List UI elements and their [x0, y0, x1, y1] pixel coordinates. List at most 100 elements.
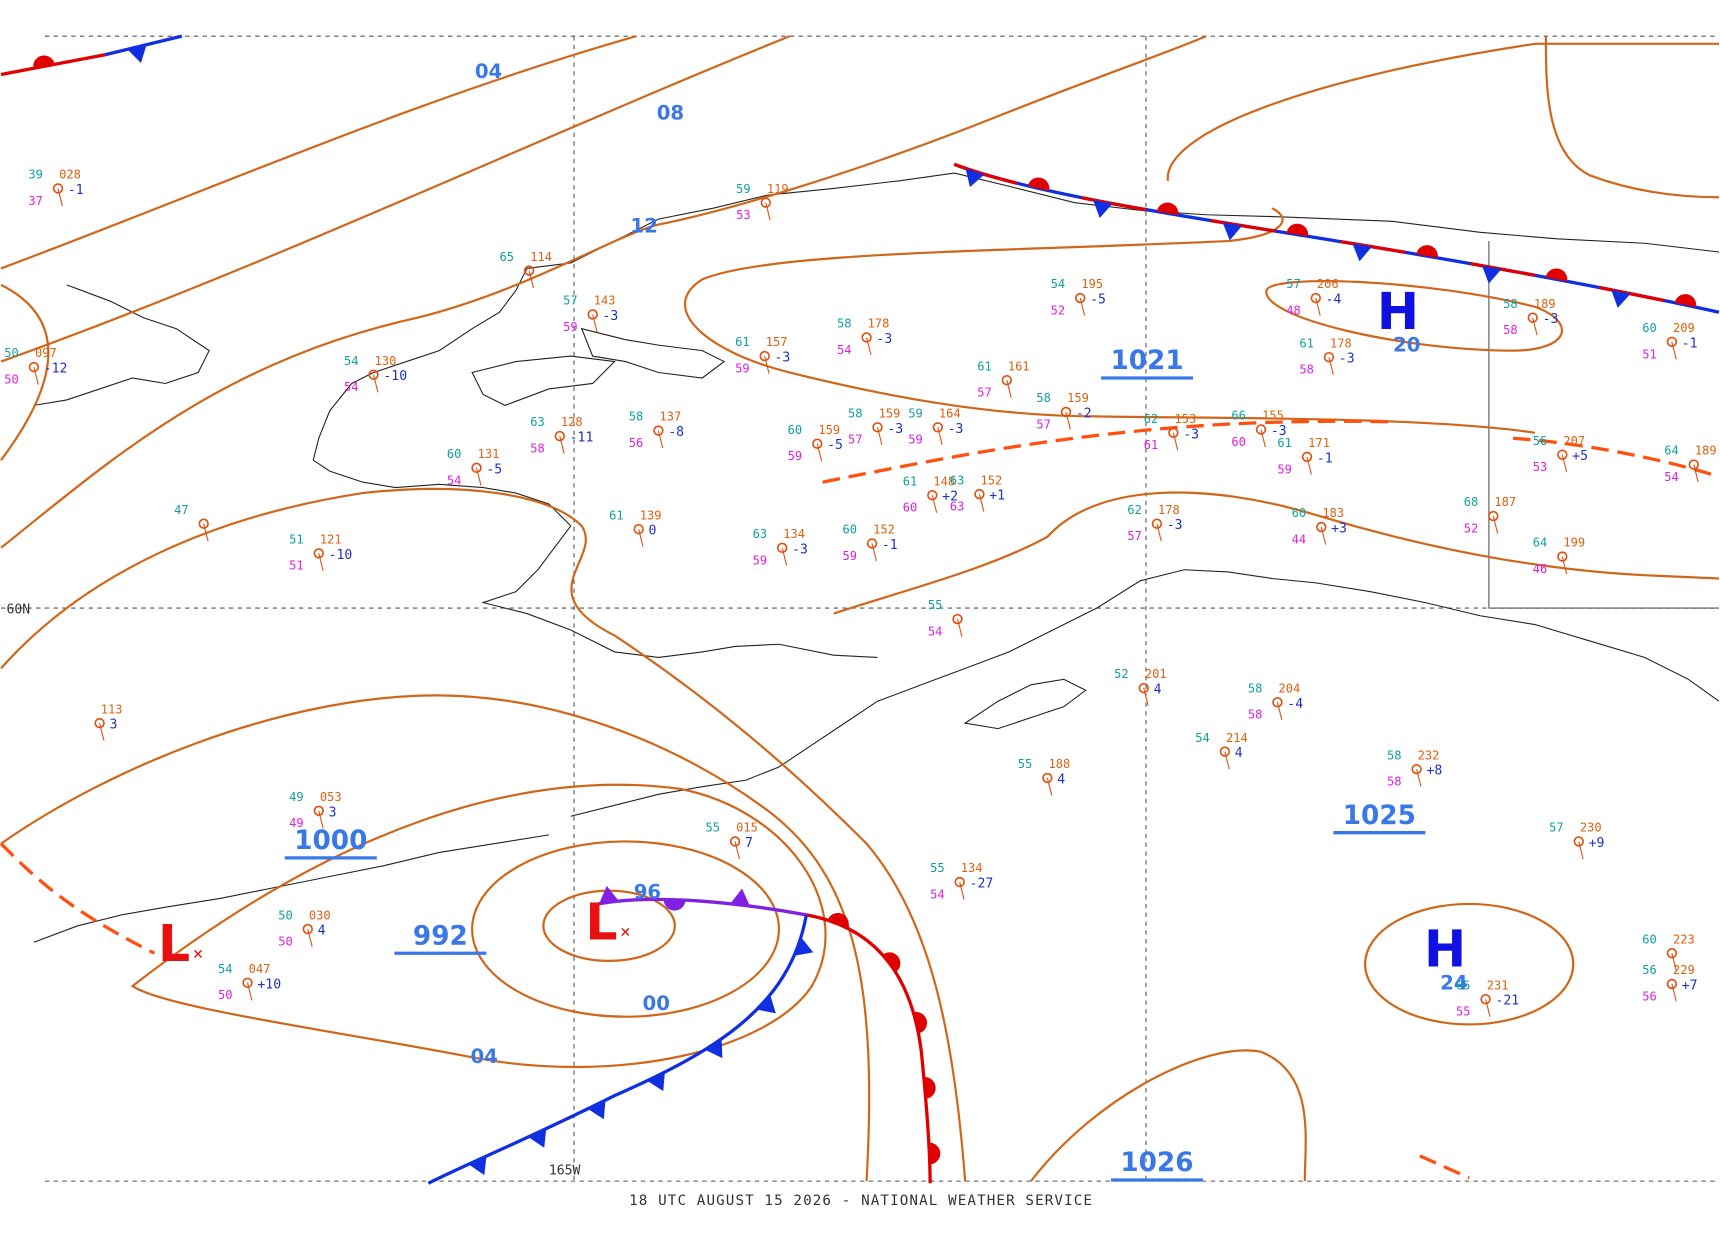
station-temp: 61 [735, 335, 750, 349]
station-marker [242, 977, 253, 989]
station-pressure: 229 [1673, 963, 1695, 977]
wind-barb [246, 982, 253, 1001]
front-symbol [33, 55, 55, 69]
station-dewpoint: 59 [788, 449, 803, 463]
station-tendency: +7 [1682, 978, 1698, 993]
station-dewpoint: 58 [1299, 363, 1314, 377]
station-pressure: 204 [1279, 681, 1301, 695]
isobar-label: 1026 [1120, 1148, 1193, 1178]
wind-barb [1671, 953, 1677, 971]
station-pressure: 223 [1673, 932, 1695, 946]
station-temp: 57 [563, 294, 578, 308]
station-marker [866, 538, 878, 549]
wind-barb [1172, 432, 1179, 451]
station-pressure: 171 [1308, 436, 1330, 450]
station-temp: 58 [837, 317, 852, 331]
station-dewpoint: 54 [837, 343, 852, 357]
station-marker [1557, 551, 1568, 562]
wind-barb [1065, 411, 1071, 430]
wind-barb [876, 427, 883, 445]
station-marker [1488, 510, 1499, 522]
station-marker [777, 542, 788, 554]
front-symbol [757, 994, 776, 1014]
station-temp: 54 [1195, 731, 1210, 745]
wind-barb [1079, 297, 1086, 316]
station-dewpoint: 58 [1503, 323, 1518, 337]
station-tendency: -3 [876, 332, 892, 347]
station-temp: 57 [1286, 277, 1301, 291]
front-symbol [730, 888, 750, 907]
station-tendency: -1 [1682, 336, 1698, 351]
station-marker [974, 488, 985, 500]
station-tendency: 3 [329, 805, 337, 820]
station-tendency: -12 [44, 362, 68, 377]
station-tendency: -4 [1287, 697, 1303, 712]
station-marker [1301, 451, 1313, 463]
station-marker [954, 876, 965, 888]
wind-barb [1671, 983, 1677, 1002]
station-temp: 61 [903, 474, 918, 488]
wind-barb [978, 494, 985, 512]
wind-barb [871, 543, 877, 562]
station-tendency: -21 [1495, 994, 1519, 1009]
station-temp: 54 [344, 354, 359, 368]
station-temp: 51 [289, 532, 304, 546]
station-dewpoint: 55 [1456, 1005, 1471, 1019]
station-tendency: -3 [1339, 352, 1355, 367]
station-tendency: -3 [603, 309, 619, 324]
station-temp: 65 [1456, 978, 1471, 992]
station-dewpoint: 44 [1292, 532, 1307, 546]
front-symbol [1027, 177, 1050, 191]
station-temp: 58 [1387, 748, 1402, 762]
wind-barb [816, 443, 823, 462]
station-temp: 54 [1051, 277, 1066, 291]
station-pressure: 153 [1174, 412, 1196, 426]
station-temp: 50 [278, 908, 293, 922]
station-marker [653, 425, 664, 436]
wind-barb [866, 337, 872, 356]
station-dewpoint: 52 [1051, 303, 1066, 317]
station-dewpoint: 50 [4, 372, 19, 386]
station-tendency: -1 [882, 538, 898, 553]
wind-barb [559, 435, 565, 454]
grid [1, 35, 1719, 1182]
station-temp: 59 [908, 406, 923, 420]
pressure-center-x: × [193, 944, 204, 964]
station-tendency: -2 [1076, 406, 1092, 421]
wind-barb [1276, 702, 1283, 720]
station-pressure: 134 [783, 527, 805, 541]
station-marker [952, 613, 963, 625]
wind-barb [99, 722, 105, 741]
wind-barb [1143, 687, 1149, 706]
station-temp: 60 [1642, 321, 1657, 335]
wind-barb [1532, 317, 1538, 336]
station-marker [1310, 292, 1321, 304]
station-temp: 49 [289, 790, 304, 804]
wind-barb [1492, 515, 1499, 534]
station-marker [1255, 424, 1267, 435]
station-tendency: -10 [383, 369, 407, 384]
station-marker [1272, 697, 1283, 708]
station-dewpoint: 58 [1248, 708, 1263, 722]
station-tendency: -1 [1317, 451, 1333, 466]
fronts [0, 34, 1720, 1185]
station-marker [932, 422, 943, 433]
wind-barb [1328, 357, 1334, 375]
front-symbol [1482, 265, 1502, 284]
front-symbol [468, 1156, 487, 1176]
isobar-label: 04 [475, 60, 502, 83]
wind-barb [638, 529, 644, 547]
front-symbol [587, 1100, 606, 1120]
station-pressure: 047 [249, 962, 271, 976]
station-tendency: -3 [1543, 312, 1559, 327]
station-tendency: +1 [989, 489, 1005, 504]
station-dewpoint: 57 [1127, 529, 1142, 543]
station-pressure: 131 [478, 447, 500, 461]
station-pressure: 206 [1317, 277, 1339, 291]
station-dewpoint: 51 [289, 559, 304, 573]
front-symbol [1352, 243, 1372, 262]
wind-barb [1260, 429, 1266, 448]
station-dewpoint: 59 [1277, 462, 1292, 476]
station-marker [52, 183, 64, 194]
